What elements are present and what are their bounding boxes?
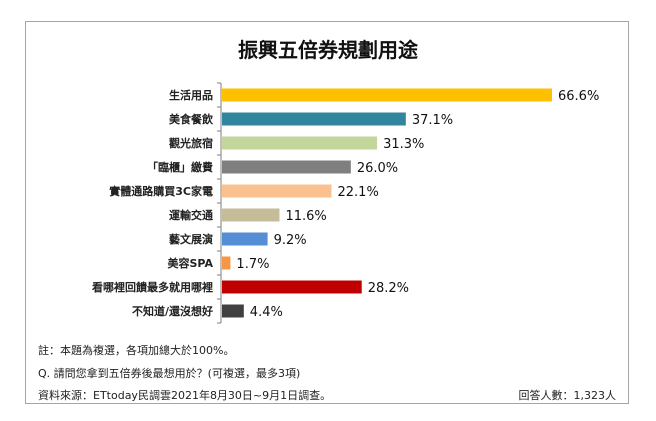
data-label: 37.1% — [412, 113, 453, 128]
bar — [222, 208, 280, 222]
bar — [222, 160, 351, 174]
data-label: 26.0% — [357, 161, 398, 176]
category-label: 觀光旅宿 — [169, 136, 213, 150]
data-label: 31.3% — [383, 137, 424, 152]
category-label: 藝文展演 — [169, 232, 213, 246]
bar — [222, 136, 378, 150]
survey-question: Q. 請問您拿到五倍券後最想用於？(可複選，最多3項) — [38, 367, 301, 380]
bar — [222, 184, 332, 198]
bar — [222, 304, 244, 318]
bar — [222, 88, 552, 102]
data-label: 11.6% — [285, 209, 326, 224]
bar — [222, 256, 231, 270]
respondent-count: 回答人數：1,323人 — [518, 389, 617, 402]
category-label: 不知道/還沒想好 — [132, 304, 213, 318]
data-label: 9.2% — [274, 233, 307, 248]
data-source: 資料來源：ETtoday民調雲2021年8月30日~9月1日調查。 — [38, 389, 332, 402]
category-label: 看哪裡回饋最多就用哪裡 — [92, 280, 213, 294]
category-label: 美容SPA — [168, 256, 214, 270]
bar — [222, 112, 406, 126]
data-label: 22.1% — [338, 185, 379, 200]
data-label: 1.7% — [236, 257, 269, 272]
data-label: 28.2% — [368, 281, 409, 296]
category-label: 運輸交通 — [169, 208, 213, 222]
category-label: 生活用品 — [169, 88, 213, 102]
data-label: 4.4% — [250, 305, 283, 320]
bar — [222, 280, 362, 294]
chart-frame — [25, 21, 629, 404]
chart-title: 振興五倍券規劃用途 — [238, 38, 418, 62]
category-label: 「臨櫃」繳費 — [147, 160, 213, 174]
category-label: 美食餐飲 — [169, 112, 214, 126]
category-label: 實體通路購買3C家電 — [109, 184, 213, 198]
bar — [222, 232, 268, 246]
footnote: 註：本題為複選，各項加總大於100%。 — [38, 344, 235, 357]
data-label: 66.6% — [558, 89, 599, 104]
